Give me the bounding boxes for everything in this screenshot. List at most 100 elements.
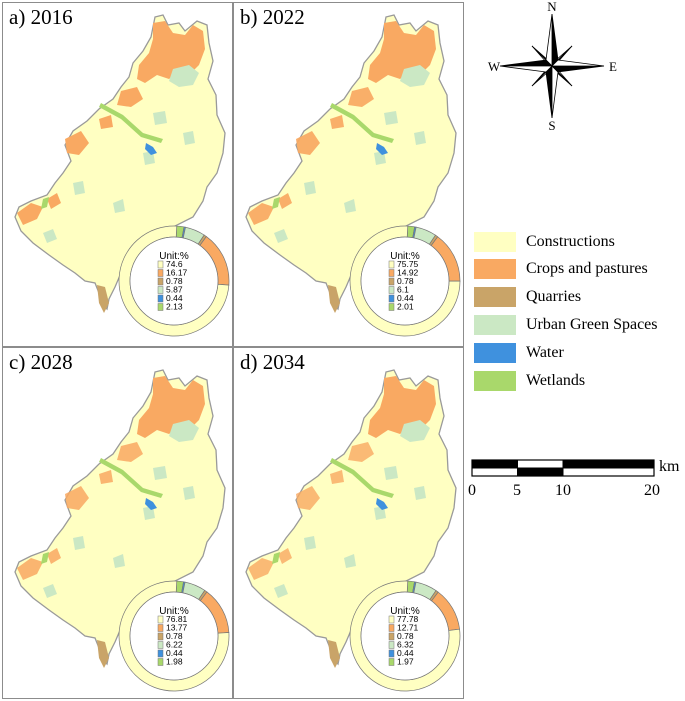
legend-swatch xyxy=(474,232,516,252)
donut-value: 0.44 xyxy=(397,648,414,658)
donut-hole xyxy=(129,591,219,681)
legend-item-constructions: Constructions xyxy=(474,232,684,254)
donut-value: 77.78 xyxy=(397,614,419,624)
crop-patch xyxy=(17,203,43,225)
donut-value: 1.97 xyxy=(397,657,414,667)
green-patch xyxy=(43,229,57,243)
crop-patch xyxy=(330,115,344,129)
green-patch xyxy=(384,466,398,480)
compass-n: N xyxy=(547,0,557,14)
crop-patch xyxy=(99,470,113,484)
compass-s: S xyxy=(548,118,555,132)
green-patch xyxy=(169,65,199,87)
donut-value: 0.78 xyxy=(397,631,414,641)
green-patch xyxy=(344,554,356,568)
legend-item-crops: Crops and pastures xyxy=(474,259,684,281)
crop-patch xyxy=(330,470,344,484)
donut-value: 0.78 xyxy=(166,631,183,641)
crop-patch xyxy=(348,442,374,462)
green-patch xyxy=(183,131,195,145)
donut-unit: Unit:% xyxy=(390,251,420,262)
crop-patch xyxy=(99,115,113,129)
wetland-strip xyxy=(330,103,394,143)
donut-legend-swatch xyxy=(388,615,395,624)
crop-patch xyxy=(117,442,143,462)
landuse-map xyxy=(14,14,226,313)
legend-item-quarries: Quarries xyxy=(474,287,684,309)
donut-hole xyxy=(360,591,450,681)
panel-title: d) 2034 xyxy=(240,350,305,374)
quarry-area xyxy=(97,640,109,668)
green-patch xyxy=(344,199,356,213)
donut-legend-swatch xyxy=(388,277,395,286)
donut-value: 0.44 xyxy=(166,648,183,658)
legend-swatch xyxy=(474,287,516,307)
donut-value: 6.1 xyxy=(397,285,409,295)
donut-legend-swatch xyxy=(157,269,164,277)
green-patch xyxy=(73,181,85,195)
donut-value: 0.44 xyxy=(166,293,183,303)
quarry-area xyxy=(328,640,340,668)
green-patch xyxy=(183,486,195,500)
green-patch xyxy=(414,486,426,500)
donut-legend-swatch xyxy=(157,615,164,624)
green-patch xyxy=(414,131,426,145)
crop-patch xyxy=(278,193,292,209)
donut-value: 2.13 xyxy=(166,302,183,312)
panel-title: a) 2016 xyxy=(9,5,73,29)
green-patch xyxy=(113,199,125,213)
legend-label: Constructions xyxy=(526,233,615,250)
map-panel-2016: Unit:% 74.6 16.17 0.78 5.87 0.44 2.13 a) 2016 xyxy=(2,2,233,347)
donut-value: 74.6 xyxy=(166,259,183,269)
green-patch xyxy=(153,466,167,480)
donut-value: 6.22 xyxy=(166,640,183,650)
donut-legend-swatch xyxy=(157,260,164,269)
panel-title: c) 2028 xyxy=(9,350,73,374)
legend-label: Urban Green Spaces xyxy=(526,316,658,333)
green-patch xyxy=(153,111,167,125)
legend-swatch xyxy=(474,371,516,391)
donut-value: 0.44 xyxy=(397,293,414,303)
donut-legend-swatch xyxy=(388,286,395,294)
donut-legend-swatch xyxy=(157,649,164,658)
map-panel-2022: Unit:% 75.75 14.92 0.78 6.1 0.44 2.01 b) 2022 xyxy=(233,2,464,347)
crop-patch xyxy=(117,87,143,107)
donut-value: 76.81 xyxy=(166,614,188,624)
green-patch xyxy=(274,584,288,598)
green-patch xyxy=(400,420,430,442)
donut-legend-swatch xyxy=(157,641,164,649)
donut-value: 16.17 xyxy=(166,268,188,278)
crop-patch xyxy=(47,193,61,209)
green-patch xyxy=(400,65,430,87)
donut-legend-swatch xyxy=(388,260,395,269)
donut-value: 2.01 xyxy=(397,302,414,312)
green-patch xyxy=(113,554,125,568)
water-body xyxy=(145,498,157,510)
wetland-patch xyxy=(41,552,49,564)
donut-legend-swatch xyxy=(157,286,164,294)
green-patch xyxy=(384,111,398,125)
crop-patch xyxy=(65,131,89,155)
green-patch xyxy=(304,536,316,550)
crop-patch xyxy=(348,87,374,107)
legend-label: Wetlands xyxy=(526,372,586,389)
wetland-strip xyxy=(99,458,163,498)
donut-legend-swatch xyxy=(388,294,395,303)
donut-unit: Unit:% xyxy=(159,251,189,262)
landuse-map xyxy=(245,369,457,668)
green-patch xyxy=(274,229,288,243)
legend-label: Crops and pastures xyxy=(526,260,648,277)
crop-patch xyxy=(17,558,43,580)
donut-legend-swatch xyxy=(157,303,164,311)
donut-chart: Unit:%74.616.170.785.870.442.13 xyxy=(118,225,230,337)
legend-label: Water xyxy=(526,344,564,361)
green-patch xyxy=(73,536,85,550)
legend-swatch xyxy=(474,315,516,335)
donut-value: 1.98 xyxy=(166,657,183,667)
scale-tick-20: 20 xyxy=(644,482,660,499)
water-body xyxy=(376,143,388,155)
